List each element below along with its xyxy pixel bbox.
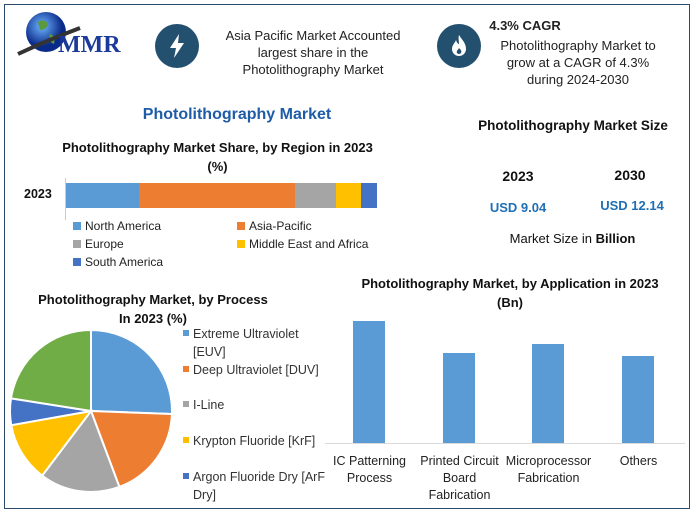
value-2030: USD 12.14	[600, 198, 664, 213]
process-pie-chart	[9, 328, 173, 493]
process-legend-item: Argon Fluoride Dry [ArF Dry]	[183, 468, 333, 504]
cagr-text: Photolithography Market to grow at a CAG…	[500, 38, 656, 87]
market-size-note: Market Size in Billion	[480, 231, 665, 246]
region-stacked-bar	[66, 183, 377, 208]
infographic-frame	[4, 4, 690, 509]
cagr-title: 4.3% CAGR	[489, 18, 561, 33]
region-segment-middle-east-and-africa	[336, 183, 362, 208]
legend-swatch	[73, 222, 81, 230]
note-prefix: Market Size in	[509, 231, 596, 246]
year-2023: 2023	[502, 168, 534, 184]
legend-swatch	[183, 366, 189, 372]
fact-asia-pacific: Asia Pacific Market Accounted largest sh…	[225, 28, 401, 77]
application-bar	[622, 355, 654, 443]
region-legend-item: Asia-Pacific	[237, 219, 312, 233]
legend-label: Asia-Pacific	[249, 219, 312, 233]
legend-label: Deep Ultraviolet [DUV]	[193, 363, 319, 377]
flame-icon	[437, 24, 481, 68]
pie-slice	[10, 409, 94, 478]
legend-label: I-Line	[193, 398, 225, 412]
pie-slice	[90, 328, 173, 416]
process-legend-item: Deep Ultraviolet [DUV]	[183, 361, 333, 379]
region-legend-item: North America	[73, 219, 161, 233]
application-bar	[353, 321, 385, 443]
legend-label: Krypton Fluoride [KrF]	[193, 434, 316, 448]
application-category-label: IC Patterning Process	[333, 454, 406, 485]
legend-swatch	[73, 258, 81, 266]
value-2023: USD 9.04	[489, 200, 547, 215]
application-axis	[325, 443, 685, 444]
note-unit: Billion	[595, 231, 636, 246]
region-chart-title: Photolithography Market Share, by Region…	[62, 140, 373, 174]
legend-swatch	[183, 401, 189, 407]
application-bar	[443, 353, 475, 443]
process-legend-item: Extreme Ultraviolet [EUV]	[183, 325, 333, 361]
legend-swatch	[183, 473, 189, 479]
application-bar	[532, 343, 564, 443]
legend-swatch	[237, 240, 245, 248]
region-segment-europe	[295, 183, 337, 208]
pie-slice	[9, 328, 92, 413]
legend-label: South America	[85, 255, 164, 269]
process-legend-item: Krypton Fluoride [KrF]	[183, 432, 333, 450]
region-legend-item: South America	[73, 255, 163, 269]
market-size-title: Photolithography Market Size	[478, 118, 668, 133]
year-2030: 2030	[614, 167, 646, 183]
mmr-logo: MMR	[12, 10, 122, 62]
region-legend-item: Middle East and Africa	[237, 237, 368, 251]
pie-slice	[40, 408, 121, 493]
region-segment-south-america	[361, 183, 377, 208]
legend-label: Extreme Ultraviolet [EUV]	[193, 327, 299, 359]
lightning-icon	[155, 24, 199, 68]
region-segment-asia-pacific	[139, 183, 296, 208]
legend-swatch	[183, 330, 189, 336]
legend-swatch	[183, 437, 189, 443]
region-segment-north-america	[66, 183, 140, 208]
legend-swatch	[73, 240, 81, 248]
application-category-label: Printed Circuit Board Fabrication	[420, 454, 499, 502]
legend-swatch	[237, 222, 245, 230]
application-category-label: Microprocessor Fabrication	[505, 454, 592, 485]
main-title: Photolithography Market	[142, 106, 332, 123]
logo-text: MMR	[58, 32, 121, 58]
legend-label: Middle East and Africa	[249, 237, 369, 251]
application-category-label: Others	[619, 454, 658, 468]
region-legend-item: Europe	[73, 237, 124, 251]
region-category-label: 2023	[24, 187, 52, 201]
application-chart-title: Photolithography Market, by Application …	[361, 276, 659, 310]
legend-label: Argon Fluoride Dry [ArF Dry]	[193, 470, 325, 502]
legend-label: North America	[85, 219, 162, 233]
legend-label: Europe	[85, 237, 124, 251]
globe-icon	[17, 12, 81, 56]
region-axis	[65, 178, 66, 220]
pie-slice	[89, 409, 173, 489]
process-legend-item: I-Line	[183, 396, 333, 414]
process-chart-title: Photolithography Market, by Process In 2…	[38, 292, 268, 326]
